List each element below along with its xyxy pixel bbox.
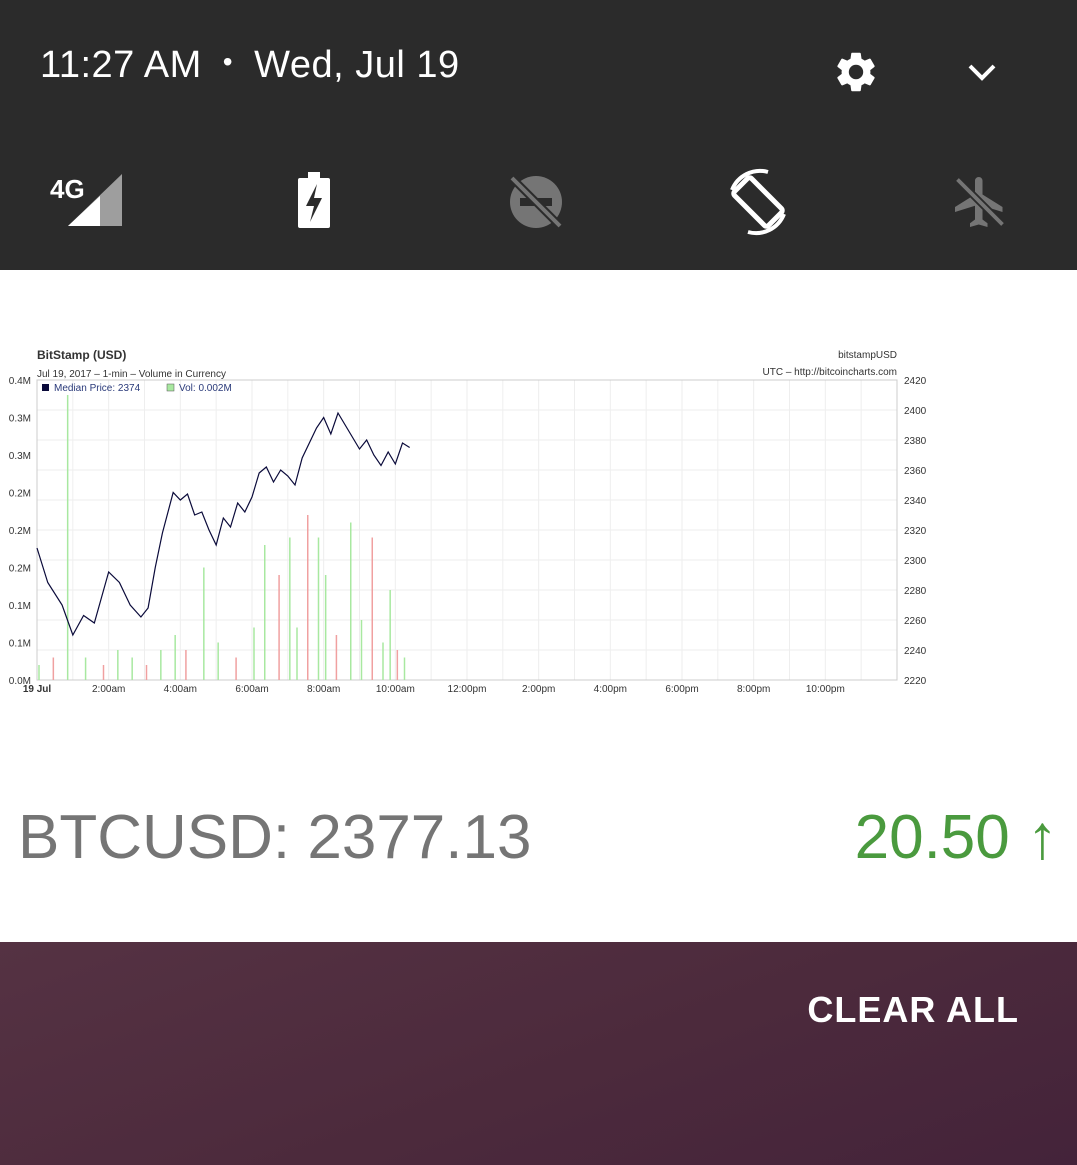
- battery-charging-icon[interactable]: [290, 168, 338, 236]
- y-right-tick-label: 2300: [904, 556, 927, 567]
- signal-4g-badge: 4G: [50, 174, 85, 204]
- y-right-tick-label: 2380: [904, 436, 927, 447]
- x-tick-label: 10:00am: [376, 684, 415, 695]
- y-right-tick-label: 2240: [904, 646, 927, 657]
- y-right-tick-label: 2280: [904, 586, 927, 597]
- x-tick-label: 4:00pm: [594, 684, 627, 695]
- y-left-tick-label: 0.2M: [9, 564, 31, 575]
- y-right-tick-label: 2400: [904, 406, 927, 417]
- y-left-tick-label: 0.3M: [9, 414, 31, 425]
- y-left-axis-ticks: 0.0M 0.1M 0.1M 0.2M 0.2M 0.2M 0.3M 0.3M 0.4M: [9, 376, 31, 687]
- y-left-tick-label: 0.4M: [9, 376, 31, 387]
- volume-bars: [38, 395, 406, 680]
- signal-4g-icon[interactable]: 4G: [48, 168, 128, 236]
- x-tick-label: 10:00pm: [806, 684, 845, 695]
- chart-symbol: bitstampUSD: [838, 350, 897, 361]
- date-label: Wed, Jul 19: [254, 44, 460, 86]
- y-left-tick-label: 0.3M: [9, 451, 31, 462]
- y-left-tick-label: 0.2M: [9, 489, 31, 500]
- ticker-row: BTCUSD: 2377.13 20.50 ↑: [18, 802, 1058, 882]
- y-right-tick-label: 2220: [904, 676, 927, 687]
- chevron-down-icon[interactable]: [962, 56, 1002, 88]
- legend-price: Median Price: 2374: [54, 383, 141, 394]
- plot-frame: [36, 379, 898, 681]
- legend-volume: Vol: 0.002M: [179, 383, 232, 394]
- y-left-tick-label: 0.1M: [9, 639, 31, 650]
- price-chart: BitStamp (USD) Jul 19, 2017 – 1-min – Vo…: [9, 348, 927, 695]
- x-tick-label: 2:00am: [92, 684, 125, 695]
- x-tick-label: 8:00pm: [737, 684, 770, 695]
- median-price-line: [36, 411, 410, 637]
- y-left-tick-label: 0.0M: [9, 676, 31, 687]
- chart-grid: [37, 380, 897, 680]
- x-tick-label: 19 Jul: [23, 684, 52, 695]
- legend-swatch-price: [42, 384, 49, 391]
- separator-dot: •: [222, 46, 234, 77]
- x-tick-label: 2:00pm: [522, 684, 555, 695]
- y-right-tick-label: 2260: [904, 616, 927, 627]
- x-tick-label: 12:00pm: [448, 684, 487, 695]
- x-tick-label: 6:00am: [235, 684, 268, 695]
- screen-rotation-icon[interactable]: [722, 168, 794, 236]
- x-axis-ticks: 19 Jul 2:00am 4:00am 6:00am 8:00am 10:00am 12:…: [23, 684, 845, 695]
- chart-title: BitStamp (USD): [37, 348, 126, 362]
- chart-source: UTC – http://bitcoincharts.com: [763, 367, 898, 378]
- x-tick-label: 8:00am: [307, 684, 340, 695]
- gear-icon[interactable]: [832, 48, 880, 96]
- do-not-disturb-off-icon[interactable]: [502, 168, 570, 236]
- x-tick-label: 6:00pm: [665, 684, 698, 695]
- clock-time: 11:27 AM: [40, 44, 202, 86]
- notification-shade-header: 11:27 AM • Wed, Jul 19 4G: [0, 0, 1077, 270]
- y-right-tick-label: 2320: [904, 526, 927, 537]
- airplane-icon[interactable]: [950, 168, 1010, 236]
- chart-subtitle: Jul 19, 2017 – 1-min – Volume in Currenc…: [37, 369, 226, 380]
- time-date: 11:27 AM • Wed, Jul 19: [40, 44, 460, 87]
- bitcoin-ticker-notification[interactable]: BitStamp (USD) Jul 19, 2017 – 1-min – Vo…: [0, 270, 1077, 942]
- y-right-tick-label: 2340: [904, 496, 927, 507]
- y-right-axis-ticks: 2220 2240 2260 2280 2300 2320 2340 2360 2380 2400…: [904, 376, 927, 687]
- x-tick-label: 4:00am: [164, 684, 197, 695]
- y-left-tick-label: 0.1M: [9, 601, 31, 612]
- y-right-tick-label: 2360: [904, 466, 927, 477]
- y-left-tick-label: 0.2M: [9, 526, 31, 537]
- ticker-price-label: BTCUSD: 2377.13: [18, 803, 532, 872]
- ticker-change-label: 20.50 ↑: [854, 803, 1058, 872]
- clear-all-button[interactable]: CLEAR ALL: [801, 988, 1025, 1032]
- wallpaper-area: CLEAR ALL: [0, 942, 1077, 1165]
- legend-swatch-volume: [166, 383, 175, 392]
- y-right-tick-label: 2420: [904, 376, 927, 387]
